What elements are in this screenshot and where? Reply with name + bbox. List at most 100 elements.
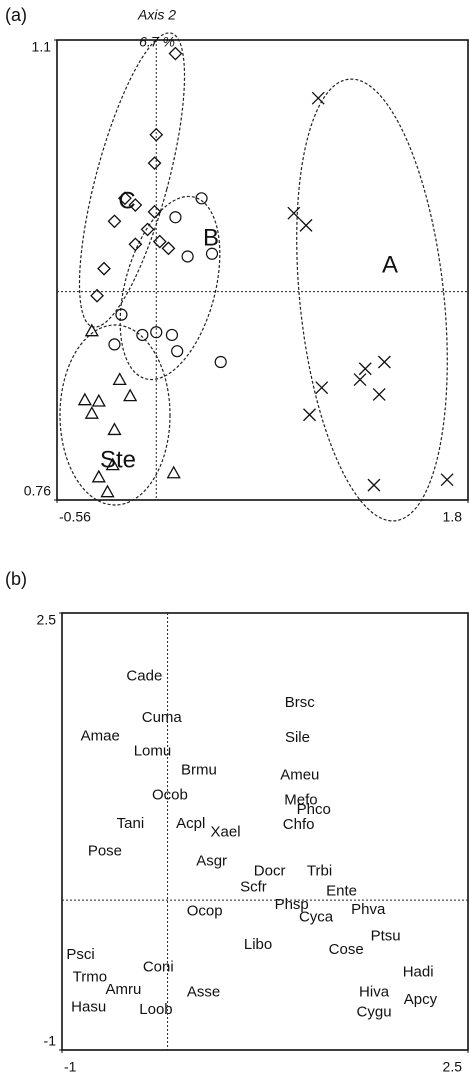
point-label: Ocop: [187, 902, 223, 919]
point: [358, 362, 372, 376]
point-label: Ente: [326, 882, 357, 899]
point: [128, 198, 143, 212]
point: [214, 355, 227, 369]
point: [168, 46, 183, 61]
point-label: Ptsu: [371, 927, 401, 944]
cluster-ellipse: [59, 324, 171, 506]
point-label: Coni: [143, 959, 174, 976]
point: [108, 338, 121, 351]
group-label: A: [382, 251, 398, 278]
point-label: Trmo: [73, 969, 107, 986]
point-label: Phva: [351, 901, 386, 918]
point-label: Amru: [106, 981, 142, 998]
plot-frame: [56, 39, 469, 501]
point: [161, 241, 176, 256]
point: [91, 469, 106, 483]
point: [303, 408, 316, 422]
point: [166, 465, 181, 479]
point: [315, 381, 329, 395]
point-label: Ameu: [280, 766, 319, 783]
point: [152, 234, 167, 249]
cluster-ellipse: [119, 195, 221, 381]
panel-label: (a): [5, 5, 27, 25]
point-label: Docr: [254, 862, 286, 879]
point: [84, 323, 99, 337]
point: [140, 222, 155, 237]
axis-label: Axis 2: [137, 7, 176, 23]
point-label: Hadi: [403, 964, 434, 981]
y-tick-label: 2.5: [37, 612, 57, 628]
point-label: Cygu: [357, 1004, 392, 1021]
point-label: Cuma: [142, 709, 183, 726]
point: [84, 406, 99, 419]
point-label: Sile: [285, 729, 310, 746]
point: [136, 328, 149, 342]
point: [90, 288, 104, 303]
point-label: Mefo: [284, 791, 317, 808]
point-label: Hiva: [359, 984, 390, 1001]
point-label: Cade: [126, 668, 162, 685]
point: [115, 308, 128, 321]
y-tick-label: -1: [44, 1033, 57, 1049]
y-tick-label: 1.1: [32, 39, 52, 55]
point-label: Acpl: [176, 815, 205, 832]
point-label: Scfr: [240, 879, 267, 896]
point: [107, 214, 122, 229]
point-label: Pose: [88, 842, 122, 859]
axis-label-note: 6.7 %: [139, 34, 175, 50]
point: [169, 211, 182, 224]
cluster-ellipse: [296, 78, 448, 522]
point-label: Trbi: [307, 862, 332, 879]
x-tick-label: 1.8: [443, 509, 463, 525]
point: [123, 388, 138, 402]
point: [171, 345, 184, 358]
point: [147, 156, 162, 171]
point-label: Loob: [139, 1001, 172, 1018]
point: [77, 392, 92, 406]
point-label: Ocob: [152, 786, 188, 803]
point-label: Tani: [117, 815, 145, 832]
group-label: B: [203, 224, 219, 251]
point: [149, 127, 164, 142]
point-label: Libo: [244, 936, 272, 953]
plot-frame: [61, 612, 469, 1051]
point: [97, 261, 111, 276]
point: [195, 192, 208, 205]
point: [165, 328, 179, 342]
point-label: Amae: [81, 728, 120, 745]
point: [377, 355, 391, 369]
point: [147, 204, 162, 219]
point-label: Cyca: [299, 909, 334, 926]
point-label: Brmu: [181, 761, 217, 778]
point: [91, 393, 106, 407]
point-label: Asse: [187, 984, 220, 1001]
point: [100, 484, 115, 498]
point: [205, 247, 219, 260]
point-label: Cose: [329, 941, 364, 958]
point: [150, 326, 163, 339]
point-label: Apcy: [404, 991, 438, 1008]
point: [299, 218, 313, 232]
point: [440, 473, 454, 487]
point-label: Xael: [211, 824, 241, 841]
point-label: Phsp: [275, 896, 309, 913]
point-label: Lomu: [134, 743, 172, 760]
point: [117, 191, 132, 206]
x-tick-label: -1: [64, 1059, 77, 1075]
panel-label: (b): [5, 569, 27, 589]
cluster-ellipse: [78, 32, 186, 328]
point: [181, 250, 194, 263]
point: [128, 237, 143, 252]
x-tick-label: -0.56: [59, 509, 91, 525]
point-label: Phco: [297, 801, 331, 818]
point-label: Hasu: [71, 999, 106, 1016]
x-tick-label: 2.5: [443, 1059, 463, 1075]
point: [105, 457, 120, 471]
point: [287, 206, 301, 220]
point: [112, 372, 127, 386]
y-tick-label: 0.76: [24, 483, 51, 499]
point: [367, 478, 381, 492]
point: [353, 373, 367, 387]
